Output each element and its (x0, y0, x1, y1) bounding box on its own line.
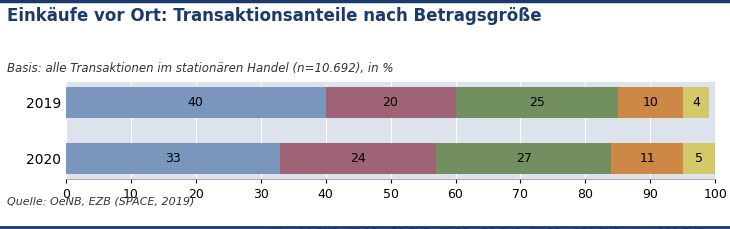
Text: 40: 40 (188, 96, 204, 109)
Bar (66, 87, 326, 118)
Text: 27: 27 (516, 152, 531, 165)
Text: 25: 25 (529, 96, 545, 109)
Text: 33: 33 (165, 152, 181, 165)
Text: Basis: alle Transaktionen im stationären Handel (n=10.692), in %: Basis: alle Transaktionen im stationären… (7, 62, 393, 75)
Legend: ≤ 10 EUR, 10 – 20 EUR, 20 – 50 EUR, 50 – 100 EUR, > 100 EUR: ≤ 10 EUR, 10 – 20 EUR, 20 – 50 EUR, 50 –… (266, 223, 710, 229)
Bar (326, 87, 456, 118)
Text: 5: 5 (695, 152, 703, 165)
Text: 4: 4 (692, 96, 700, 109)
Text: 11: 11 (639, 152, 655, 165)
Bar (683, 87, 709, 118)
Bar (683, 143, 715, 174)
Bar (436, 143, 612, 174)
Text: Einkäufe vor Ort: Transaktionsanteile nach Betragsgröße: Einkäufe vor Ort: Transaktionsanteile na… (7, 7, 542, 25)
Bar (612, 143, 683, 174)
Text: 10: 10 (642, 96, 658, 109)
Text: Quelle: OeNB, EZB (SPACE, 2019): Quelle: OeNB, EZB (SPACE, 2019) (7, 196, 195, 206)
Bar (280, 143, 436, 174)
Bar (618, 87, 683, 118)
Bar (456, 87, 618, 118)
Text: 24: 24 (350, 152, 366, 165)
Text: 20: 20 (383, 96, 399, 109)
Bar (66, 143, 280, 174)
